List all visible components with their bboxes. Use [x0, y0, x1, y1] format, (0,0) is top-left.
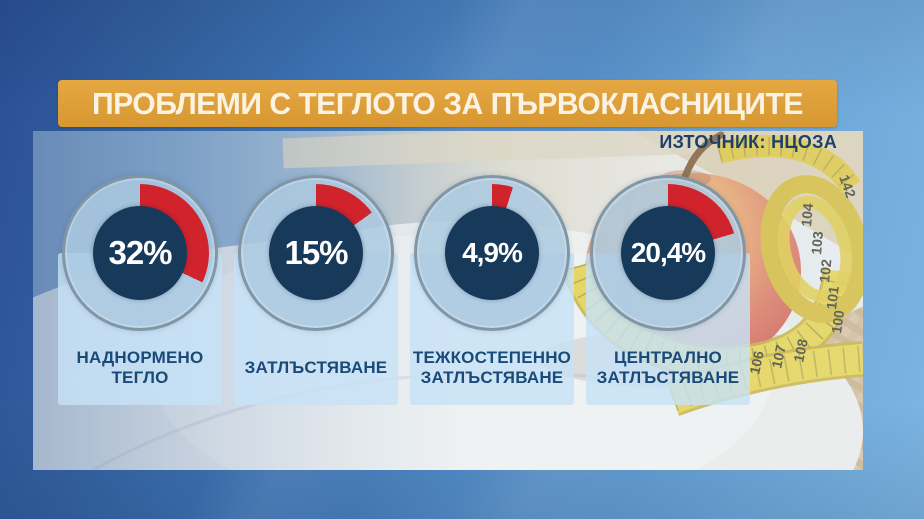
gauge-card-overweight: 32% НАДНОРМЕНО ТЕГЛО [58, 175, 222, 405]
gauge-label: НАДНОРМЕНО ТЕГЛО [76, 347, 204, 387]
donut-gauge: 15% [238, 175, 394, 331]
gauge-card-obesity: 15% ЗАТЛЪСТЯВАНЕ [234, 175, 398, 405]
donut-gauge: 20,4% [590, 175, 746, 331]
donut-gauge: 32% [62, 175, 218, 331]
gauge-label: ТЕЖКОСТЕПЕННО ЗАТЛЪСТЯВАНЕ [412, 347, 572, 387]
source-label: ИЗТОЧНИК: НЦОЗА [659, 132, 837, 152]
gauge-value: 32% [93, 206, 187, 300]
gauge-card-central-obesity: 20,4% ЦЕНТРАЛНО ЗАТЛЪСТЯВАНЕ [586, 175, 750, 405]
gauge-label: ЦЕНТРАЛНО ЗАТЛЪСТЯВАНЕ [596, 347, 740, 387]
gauge-value: 20,4% [621, 206, 715, 300]
gauge-card-severe-obesity: 4,9% ТЕЖКОСТЕПЕННО ЗАТЛЪСТЯВАНЕ [410, 175, 574, 405]
gauge-label: ЗАТЛЪСТЯВАНЕ [244, 357, 388, 377]
donut-gauge: 4,9% [414, 175, 570, 331]
title-banner: ПРОБЛЕМИ С ТЕГЛОТО ЗА ПЪРВОКЛАСНИЦИТЕ [58, 80, 837, 127]
page-title: ПРОБЛЕМИ С ТЕГЛОТО ЗА ПЪРВОКЛАСНИЦИТЕ [92, 85, 803, 121]
gauge-cards-row: 32% НАДНОРМЕНО ТЕГЛО 15% ЗАТЛЪСТЯВАНЕ 4,… [58, 175, 750, 405]
gauge-value: 15% [269, 206, 363, 300]
gauge-value: 4,9% [445, 206, 539, 300]
